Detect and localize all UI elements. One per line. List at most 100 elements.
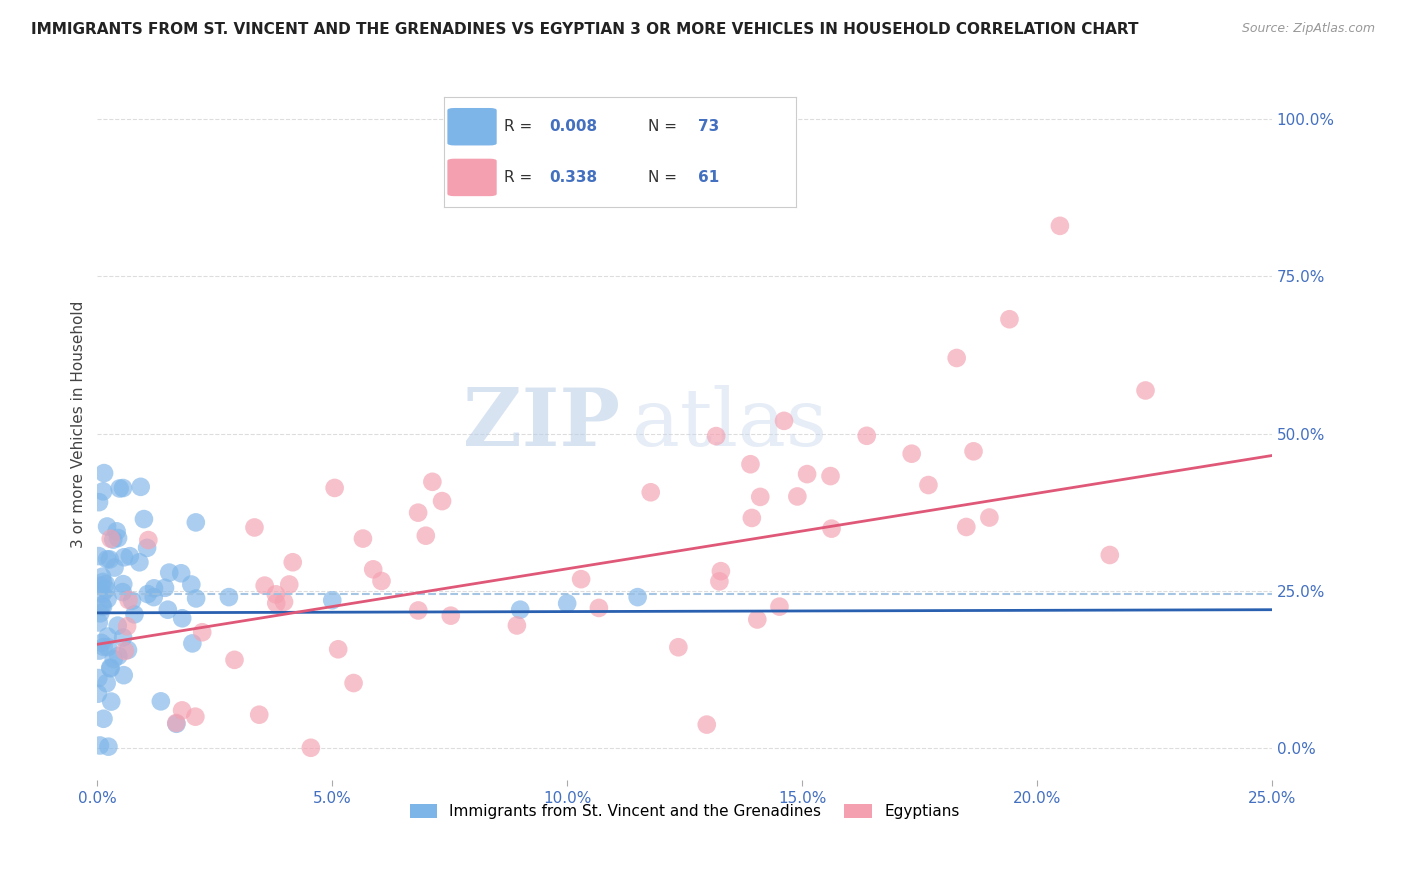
Point: [281, 555, 304, 569]
Point: [218, 590, 240, 604]
Point: [107, 648, 129, 663]
Point: [588, 601, 610, 615]
Point: [786, 490, 808, 504]
Point: [87, 615, 110, 630]
Point: [129, 480, 152, 494]
Point: [962, 444, 984, 458]
Point: [352, 532, 374, 546]
Point: [299, 740, 322, 755]
Text: atlas: atlas: [631, 385, 827, 463]
Point: [342, 676, 364, 690]
Point: [361, 562, 384, 576]
Point: [569, 572, 592, 586]
Point: [415, 529, 437, 543]
Point: [142, 590, 165, 604]
Point: [149, 694, 172, 708]
Point: [184, 709, 207, 723]
Point: [796, 467, 818, 482]
Point: [98, 661, 121, 675]
Point: [97, 739, 120, 754]
Point: [136, 587, 159, 601]
Point: [555, 596, 578, 610]
Point: [97, 591, 120, 606]
Point: [627, 590, 650, 604]
Point: [91, 599, 114, 613]
Point: [132, 512, 155, 526]
Point: [112, 668, 135, 682]
Point: [253, 579, 276, 593]
Point: [93, 640, 115, 654]
Point: [406, 506, 429, 520]
Point: [264, 587, 287, 601]
Point: [264, 596, 287, 610]
Point: [747, 612, 769, 626]
Point: [406, 603, 429, 617]
Point: [91, 570, 114, 584]
Point: [118, 549, 141, 563]
Point: [509, 603, 531, 617]
Point: [98, 552, 121, 566]
Point: [184, 591, 207, 606]
Point: [955, 520, 977, 534]
Point: [112, 550, 135, 565]
Point: [506, 618, 529, 632]
Point: [93, 466, 115, 480]
Point: [422, 475, 444, 489]
Point: [103, 533, 125, 547]
Point: [855, 429, 877, 443]
Point: [156, 603, 179, 617]
Point: [96, 519, 118, 533]
Point: [157, 566, 180, 580]
Point: [91, 599, 114, 614]
Point: [243, 520, 266, 534]
Point: [90, 579, 112, 593]
Point: [768, 599, 790, 614]
Point: [247, 707, 270, 722]
Point: [112, 577, 135, 591]
Point: [165, 716, 187, 731]
Point: [224, 653, 246, 667]
Point: [181, 636, 204, 650]
Point: [107, 531, 129, 545]
Point: [741, 511, 763, 525]
Point: [136, 541, 159, 555]
Point: [172, 703, 194, 717]
Point: [103, 652, 125, 666]
Point: [710, 564, 733, 578]
Point: [979, 510, 1001, 524]
Point: [820, 522, 842, 536]
Point: [91, 574, 114, 589]
Point: [91, 587, 114, 601]
Point: [180, 577, 202, 591]
Point: [153, 581, 176, 595]
Point: [773, 414, 796, 428]
Point: [128, 555, 150, 569]
Point: [100, 532, 122, 546]
Point: [165, 716, 187, 731]
Point: [1135, 384, 1157, 398]
Point: [89, 607, 111, 621]
Point: [323, 481, 346, 495]
Point: [820, 469, 842, 483]
Point: [94, 577, 117, 591]
Point: [740, 457, 762, 471]
Point: [696, 717, 718, 731]
Point: [105, 524, 128, 539]
Point: [87, 671, 110, 685]
Point: [115, 619, 138, 633]
Point: [117, 643, 139, 657]
Point: [96, 582, 118, 597]
Point: [111, 585, 134, 599]
Point: [96, 676, 118, 690]
Text: Source: ZipAtlas.com: Source: ZipAtlas.com: [1241, 22, 1375, 36]
Point: [87, 687, 110, 701]
Point: [103, 560, 125, 574]
Point: [97, 640, 120, 654]
Legend: Immigrants from St. Vincent and the Grenadines, Egyptians: Immigrants from St. Vincent and the Gren…: [404, 798, 966, 825]
Point: [900, 447, 922, 461]
Point: [328, 642, 350, 657]
Point: [278, 577, 301, 591]
Point: [709, 574, 731, 589]
Text: IMMIGRANTS FROM ST. VINCENT AND THE GRENADINES VS EGYPTIAN 3 OR MORE VEHICLES IN: IMMIGRANTS FROM ST. VINCENT AND THE GREN…: [31, 22, 1139, 37]
Point: [191, 625, 214, 640]
